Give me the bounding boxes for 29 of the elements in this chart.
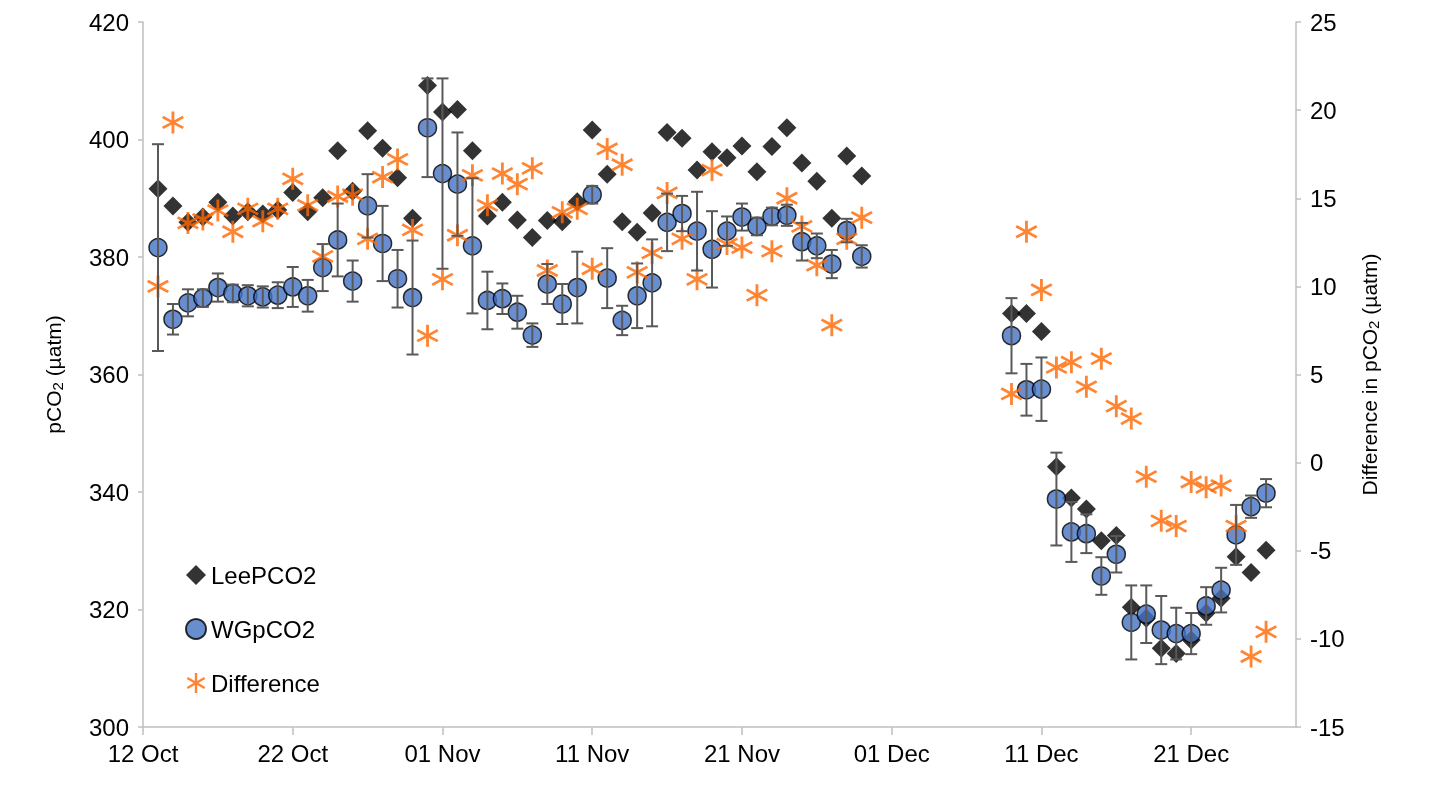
y2-tick-label: 20 [1310,96,1337,124]
y2-tick-label: -5 [1310,537,1332,565]
y2-tick-label: 10 [1310,272,1337,300]
x-tick-label: 22 Oct [257,739,329,767]
y-tick-label: 380 [88,243,129,271]
x-tick-label: 01 Nov [404,739,481,767]
legend-label: LeePCO2 [211,561,317,589]
y2-tick-label: 0 [1310,449,1324,477]
x-tick-label: 11 Nov [555,739,630,767]
legend-label: WGpCO2 [211,615,316,643]
x-tick-label: 01 Dec [853,739,930,767]
x-tick-label: 11 Dec [1004,739,1079,767]
y-tick-label: 300 [88,713,129,741]
legend-label: Difference [211,669,320,697]
x-tick-label: 21 Dec [1153,739,1230,767]
y2-axis-title: Difference in pCO2 (µatm) [1358,253,1382,496]
y2-tick-label: 5 [1310,361,1324,388]
y2-tick-label: 25 [1310,8,1337,36]
y-tick-label: 340 [88,478,129,506]
y-tick-label: 320 [88,596,129,623]
x-tick-label: 12 Oct [107,739,179,767]
y-tick-label: 360 [88,361,129,388]
x-tick-label: 21 Nov [703,739,780,767]
y-axis-title: pCO2 (µatm) [42,315,66,434]
y-tick-label: 400 [88,126,129,153]
y2-tick-label: 15 [1310,184,1337,212]
y-tick-label: 420 [88,8,129,36]
y2-tick-label: -10 [1310,625,1345,653]
y2-tick-label: -15 [1310,713,1345,741]
